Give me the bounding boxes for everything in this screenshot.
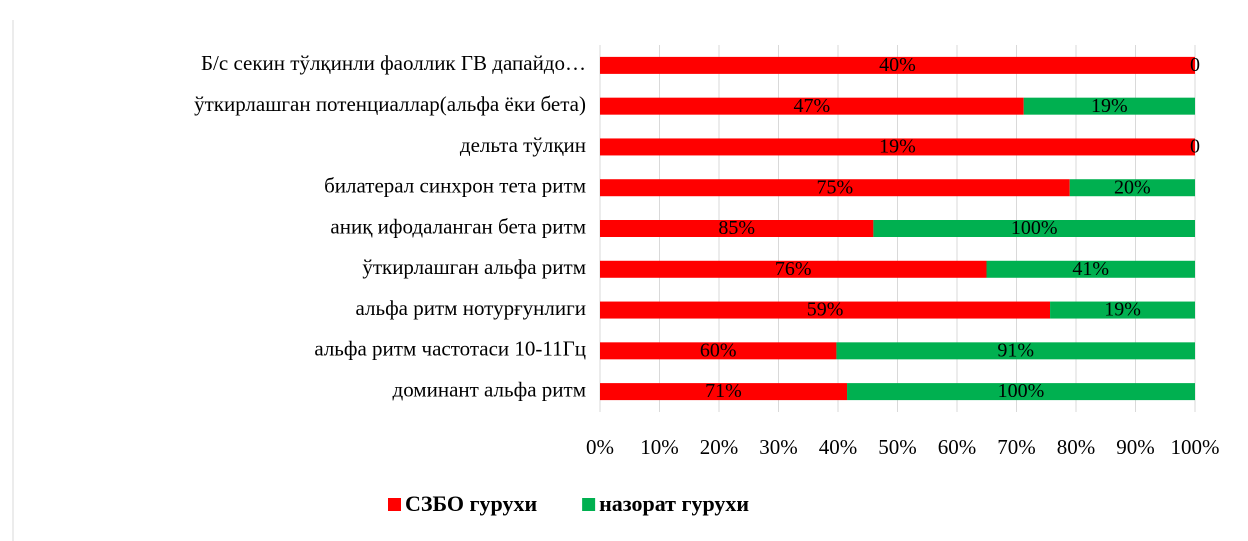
y-tick-label: альфа ритм нотурғунлиги xyxy=(356,296,586,320)
legend-label: назорат гурухи xyxy=(599,491,749,516)
y-tick-label: ўткирлашган потенциаллар(альфа ёки бета) xyxy=(194,92,586,116)
data-label: 91% xyxy=(997,339,1034,361)
data-label: 40% xyxy=(879,54,916,76)
data-label: 47% xyxy=(794,95,831,117)
data-label: 19% xyxy=(879,136,916,158)
legend-swatch xyxy=(582,498,596,511)
data-label: 71% xyxy=(705,380,742,402)
y-tick-label: аниқ ифодаланган бета ритм xyxy=(330,214,586,238)
y-tick-label: билатерал синхрон тета ритм xyxy=(324,174,586,198)
x-tick-label: 80% xyxy=(1057,435,1096,459)
bar-segment xyxy=(873,220,1195,237)
bar-segment xyxy=(600,138,1195,156)
data-label: 19% xyxy=(1104,299,1141,321)
y-tick-label: дельта тўлқин xyxy=(460,133,586,157)
bar-segment xyxy=(600,383,848,401)
data-label: 60% xyxy=(700,339,737,361)
bar-segment xyxy=(600,342,837,360)
bar-segment xyxy=(600,97,1024,115)
x-tick-label: 30% xyxy=(759,435,798,459)
data-label: 59% xyxy=(807,299,844,321)
legend-label: СЗБО гурухи xyxy=(405,491,537,516)
y-tick-label: ўткирлашган альфа ритм xyxy=(362,255,586,279)
bar-segment xyxy=(600,260,987,278)
y-tick-label: альфа ритм частотаси 10-11Гц xyxy=(314,337,586,361)
x-tick-label: 70% xyxy=(997,435,1036,459)
bar-segment xyxy=(600,56,1195,74)
data-label: 100% xyxy=(1011,217,1058,239)
data-label: 75% xyxy=(817,176,854,198)
x-tick-label: 100% xyxy=(1171,435,1220,459)
legend-swatch xyxy=(388,498,401,511)
x-tick-label: 60% xyxy=(938,435,977,459)
x-tick-label: 20% xyxy=(700,435,739,459)
bar-segment xyxy=(1069,179,1195,197)
bar-segment xyxy=(986,260,1195,278)
y-tick-label: Б/с секин тўлқинли фаоллик ГВ дапайдо… xyxy=(201,51,586,75)
data-label: 41% xyxy=(1072,258,1109,280)
x-tick-label: 0% xyxy=(586,435,614,459)
bar-segment xyxy=(1050,301,1195,319)
data-label: 0 xyxy=(1190,54,1200,76)
bar-segment xyxy=(1023,97,1195,115)
bar-segment xyxy=(847,383,1195,401)
data-label: 19% xyxy=(1091,95,1128,117)
data-label: 100% xyxy=(998,380,1045,402)
x-tick-label: 40% xyxy=(819,435,858,459)
bar-segment xyxy=(836,342,1195,360)
y-tick-label: доминант альфа ритм xyxy=(393,377,586,401)
bar-segment xyxy=(600,301,1051,319)
data-label: 0 xyxy=(1190,136,1200,158)
bar-segment xyxy=(600,220,874,237)
data-label: 85% xyxy=(718,217,755,239)
x-tick-label: 90% xyxy=(1116,435,1155,459)
x-tick-label: 10% xyxy=(640,435,679,459)
data-label: 20% xyxy=(1114,176,1151,198)
x-tick-label: 50% xyxy=(878,435,917,459)
data-label: 76% xyxy=(775,258,812,280)
bar-segment xyxy=(600,179,1070,197)
